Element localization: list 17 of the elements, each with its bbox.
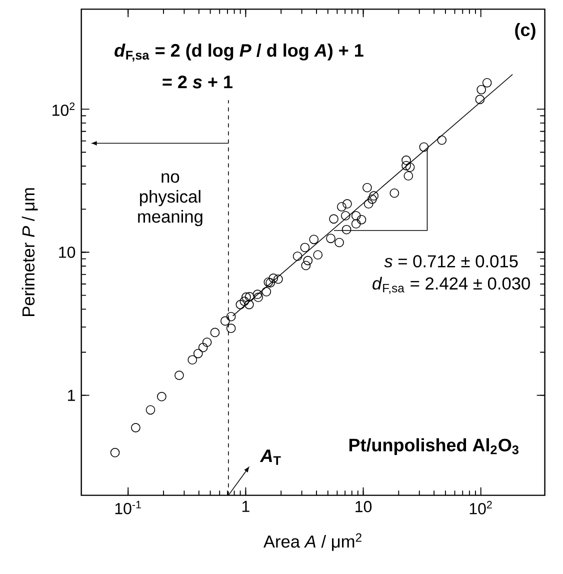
- y-tick-label: 10$^{2}$: [52, 102, 75, 116]
- x-tick-label: 10: [356, 500, 372, 512]
- annotation: no physical meaning: [138, 173, 202, 226]
- y-tick-label: 1: [68, 390, 75, 401]
- annotation: Pt/unpolished Al$_{2}$O$_{3}$: [349, 438, 518, 456]
- annotation: d$_{F,sa}$ = 2.424 ± 0.030: [372, 276, 530, 294]
- x-tick-label: 10$^{2}$: [470, 500, 492, 514]
- annotation: A$_{T}$: [260, 450, 281, 465]
- annotation: d$_{F,sa}$ = 2 (d log P / d log A) + 1: [114, 44, 364, 62]
- y-tick-label: 10: [59, 246, 76, 258]
- annotation: (c): [515, 22, 536, 40]
- annotation: s = 0.712 ± 0.015: [384, 255, 518, 268]
- y-axis-title: Perimeter P / μm: [22, 188, 38, 316]
- x-axis-title: Area A / μm$^{2}$: [263, 533, 362, 551]
- x-tick-label: 10$^{-1}$: [115, 500, 141, 514]
- annotation: = 2 s + 1: [162, 76, 232, 88]
- x-tick-label: 1: [242, 500, 250, 512]
